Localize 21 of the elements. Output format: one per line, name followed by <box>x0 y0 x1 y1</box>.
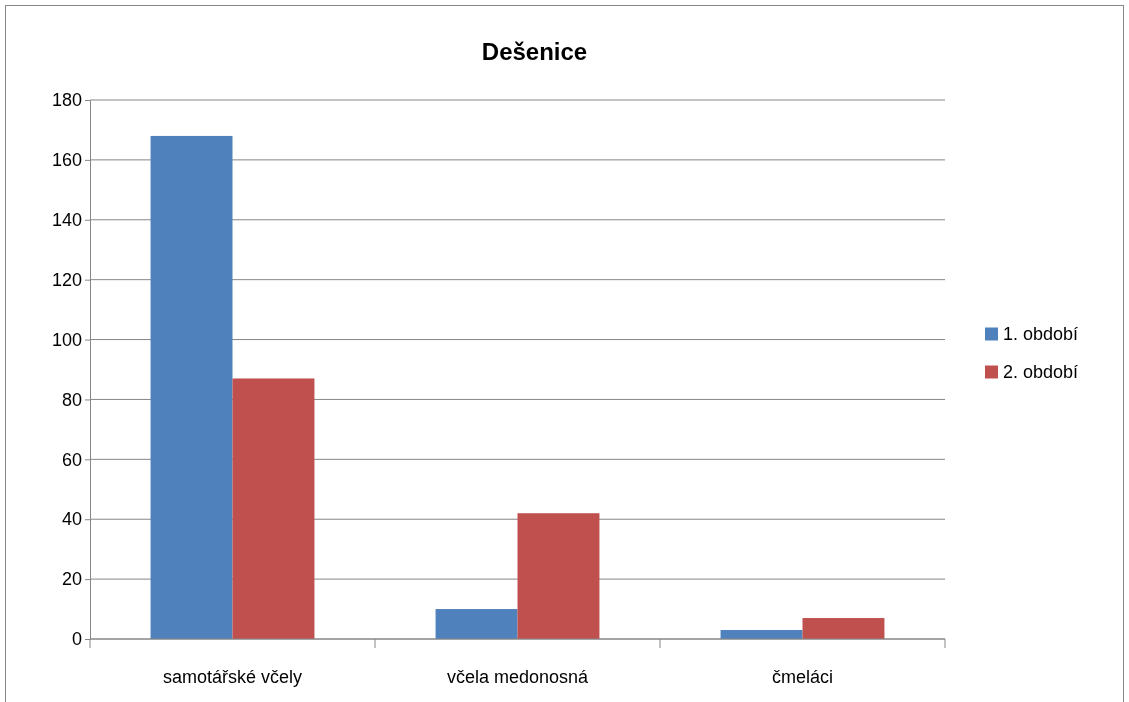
y-tick-label: 140 <box>51 210 82 231</box>
y-tick-label: 120 <box>51 269 82 290</box>
bar <box>232 378 315 639</box>
y-tick-label: 40 <box>61 509 82 530</box>
y-tick-label: 20 <box>61 569 82 590</box>
y-tick-label: 0 <box>71 629 82 650</box>
bar <box>517 513 600 639</box>
x-tick-label: samotářské včely <box>162 667 303 687</box>
x-tick-label: včela medonosná <box>446 667 590 687</box>
y-tick-label: 60 <box>61 449 82 470</box>
y-tick-label: 180 <box>51 90 82 111</box>
y-tick-label: 160 <box>51 150 82 171</box>
legend-label: 2. období <box>1003 361 1079 382</box>
legend-label: 1. období <box>1003 323 1079 344</box>
y-tick-label: 80 <box>61 389 82 410</box>
chart-title: Dešenice <box>481 38 588 65</box>
bar <box>150 135 233 639</box>
bar <box>435 609 518 639</box>
bar <box>802 618 885 639</box>
y-tick-label: 100 <box>51 329 82 350</box>
x-tick-label: čmeláci <box>771 667 834 687</box>
